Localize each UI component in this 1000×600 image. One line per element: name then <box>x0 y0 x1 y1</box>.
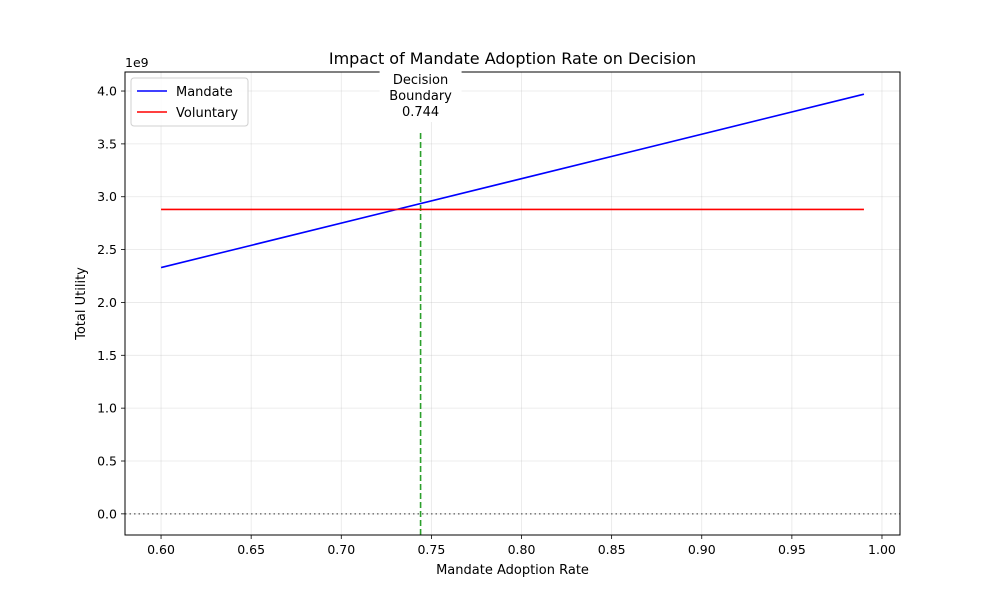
x-axis-label: Mandate Adoption Rate <box>436 563 589 578</box>
y-scale-multiplier: 1e9 <box>125 55 149 70</box>
grid <box>125 72 900 535</box>
x-tick-label: 1.00 <box>868 542 896 557</box>
legend-label-mandate: Mandate <box>176 85 233 100</box>
decision-boundary-annotation: Decision Boundary 0.744 <box>379 68 462 122</box>
annotation-background <box>379 68 462 122</box>
legend: Mandate Voluntary <box>130 77 249 127</box>
y-tick-label: 3.0 <box>97 189 117 204</box>
x-tick-label: 0.75 <box>417 542 445 557</box>
x-tick-label: 0.90 <box>688 542 716 557</box>
x-tick-label: 0.95 <box>778 542 806 557</box>
y-tick-label: 4.0 <box>97 84 117 99</box>
y-tick-label: 1.5 <box>97 348 117 363</box>
y-tick-label: 2.0 <box>97 295 117 310</box>
x-tick-label: 0.60 <box>147 542 175 557</box>
plot-frame <box>124 71 901 536</box>
y-tick-label: 1.0 <box>97 401 117 416</box>
y-axis-label: Total Utility <box>74 267 89 341</box>
reference-lines <box>125 131 900 535</box>
x-tick-label: 0.65 <box>237 542 265 557</box>
annotation-line-2: Boundary <box>389 89 452 104</box>
series-line-mandate <box>160 93 865 269</box>
series-lines <box>160 93 865 269</box>
chart-title: Impact of Mandate Adoption Rate on Decis… <box>329 49 696 68</box>
x-axis-ticks: 0.60 0.65 0.70 0.75 0.80 0.85 0.90 0.95 1.00 <box>147 535 896 557</box>
annotation-value: 0.744 <box>402 105 439 120</box>
x-tick-label: 0.80 <box>508 542 536 557</box>
legend-label-voluntary: Voluntary <box>176 106 238 121</box>
annotation-line-1: Decision <box>393 73 448 88</box>
legend-box <box>130 77 249 127</box>
y-tick-label: 0.0 <box>97 506 117 521</box>
y-tick-label: 2.5 <box>97 242 117 257</box>
y-tick-label: 0.5 <box>97 454 117 469</box>
x-tick-label: 0.70 <box>327 542 355 557</box>
x-tick-label: 0.85 <box>598 542 626 557</box>
y-axis-ticks: 0.0 0.5 1.0 1.5 2.0 2.5 3.0 3.5 4.0 <box>97 84 125 521</box>
y-tick-label: 3.5 <box>97 136 117 151</box>
